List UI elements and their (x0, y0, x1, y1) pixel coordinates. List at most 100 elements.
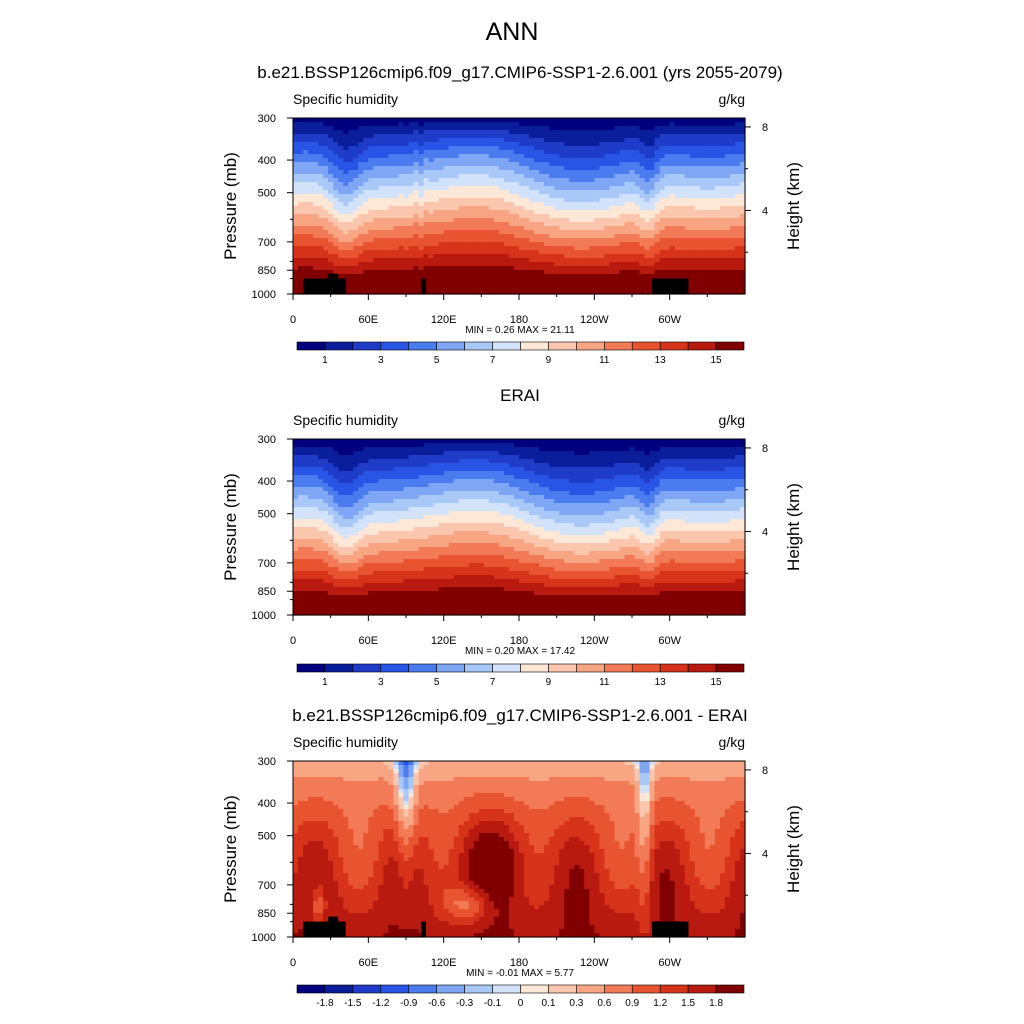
field-cell (694, 178, 701, 183)
field-cell (293, 218, 299, 223)
field-cell (679, 182, 686, 187)
field-cell (719, 130, 726, 135)
field-cell (634, 290, 641, 295)
y-right-tick-label: 4 (762, 205, 768, 217)
field-cell (549, 130, 555, 135)
field-cell (624, 254, 631, 259)
field-cell (443, 282, 450, 287)
field-cell (443, 463, 450, 468)
field-cell (549, 475, 555, 480)
field-cell (544, 182, 550, 187)
field-cell (358, 463, 364, 468)
field-cell (488, 471, 495, 476)
field-cell (348, 266, 354, 271)
field-cell (584, 246, 590, 251)
field-cell (513, 286, 520, 291)
field-cell (438, 463, 445, 468)
field-cell (488, 190, 495, 195)
field-cell (709, 206, 716, 211)
field-cell (338, 202, 344, 207)
field-cell (734, 202, 741, 207)
field-cell (348, 234, 354, 239)
field-cell (569, 242, 575, 247)
field-cell (524, 166, 530, 171)
field-cell (519, 467, 525, 472)
field-cell (559, 475, 565, 480)
field-cell (458, 270, 465, 275)
field-cell (534, 262, 540, 267)
field-cell (589, 174, 595, 179)
field-cell (599, 451, 605, 456)
field-cell (624, 198, 631, 203)
field-cell (313, 459, 319, 464)
field-cell (498, 242, 505, 247)
field-cell (413, 122, 420, 127)
field-cell (589, 238, 595, 243)
field-cell (418, 150, 425, 155)
field-cell (559, 230, 565, 235)
field-cell (529, 479, 535, 484)
field-cell (473, 118, 480, 123)
field-cell (564, 439, 570, 444)
field-cell (368, 138, 374, 143)
field-cell (438, 154, 445, 159)
field-cell (468, 126, 475, 131)
field-cell (513, 258, 520, 263)
field-cell (634, 262, 641, 267)
field-cell (584, 202, 590, 207)
field-cell (664, 451, 671, 456)
field-cell (724, 234, 731, 239)
field-cell (338, 242, 344, 247)
field-cell (503, 479, 510, 484)
field-cell (498, 278, 505, 283)
field-cell (358, 278, 364, 283)
field-cell (453, 270, 460, 275)
field-cell (353, 467, 359, 472)
field-cell (468, 475, 475, 480)
field-cell (674, 170, 681, 175)
field-cell (579, 202, 585, 207)
field-cell (539, 278, 545, 283)
field-cell (604, 290, 610, 295)
field-cell (614, 198, 621, 203)
field-cell (689, 451, 696, 456)
field-cell (694, 270, 701, 275)
field-cell (534, 178, 540, 183)
field-cell (684, 230, 691, 235)
field-cell (488, 166, 495, 171)
field-cell (333, 459, 339, 464)
field-cell (328, 479, 334, 484)
field-cell (513, 455, 520, 460)
field-cell (729, 146, 736, 151)
field-cell (714, 198, 721, 203)
field-cell (679, 202, 686, 207)
field-cell (619, 278, 626, 283)
field-cell (378, 282, 384, 287)
field-cell (559, 254, 565, 259)
field-cell (689, 262, 696, 267)
field-cell (674, 130, 681, 135)
y-tick-label: 700 (258, 237, 276, 249)
field-cell (714, 262, 721, 267)
field-cell (694, 471, 701, 476)
field-cell (634, 270, 641, 275)
field-cell (448, 150, 455, 155)
field-cell (303, 230, 309, 235)
field-cell (619, 146, 626, 151)
field-cell (659, 126, 666, 131)
field-cell (293, 234, 299, 239)
field-cell (298, 471, 304, 476)
field-cell (353, 447, 359, 452)
field-cell (569, 250, 575, 255)
field-cell (423, 262, 430, 267)
field-cell (478, 246, 485, 251)
field-cell (564, 274, 570, 279)
field-cell (398, 270, 405, 275)
field-cell (348, 238, 354, 243)
field-cell (649, 463, 656, 468)
field-cell (388, 459, 395, 464)
field-cell (343, 262, 349, 267)
field-cell (448, 447, 455, 452)
field-cell (298, 451, 304, 456)
field-cell (524, 455, 530, 460)
